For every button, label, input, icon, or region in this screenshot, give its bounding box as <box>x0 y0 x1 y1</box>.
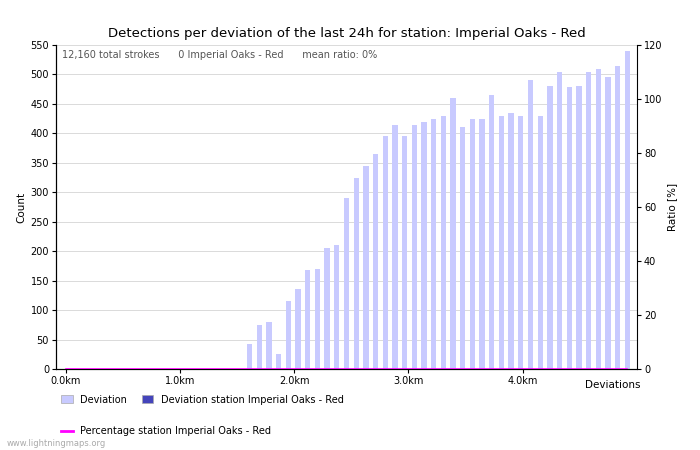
Bar <box>392 125 398 369</box>
Bar <box>441 116 446 369</box>
Bar <box>267 322 272 369</box>
Bar <box>480 119 484 369</box>
Text: 12,160 total strokes      0 Imperial Oaks - Red      mean ratio: 0%: 12,160 total strokes 0 Imperial Oaks - R… <box>62 50 377 60</box>
Bar <box>518 116 524 369</box>
Bar <box>257 325 262 369</box>
Bar <box>596 68 601 369</box>
Y-axis label: Ratio [%]: Ratio [%] <box>666 183 677 231</box>
Bar <box>538 116 542 369</box>
Bar <box>557 72 562 369</box>
Bar <box>247 344 252 369</box>
Bar <box>325 248 330 369</box>
Bar <box>373 154 378 369</box>
Y-axis label: Count: Count <box>16 191 27 223</box>
Bar <box>606 77 610 369</box>
Bar <box>354 178 359 369</box>
Bar <box>363 166 368 369</box>
Bar <box>276 354 281 369</box>
Text: Deviations: Deviations <box>585 380 640 390</box>
Bar <box>566 87 572 369</box>
Title: Detections per deviation of the last 24h for station: Imperial Oaks - Red: Detections per deviation of the last 24h… <box>108 27 585 40</box>
Bar <box>508 113 514 369</box>
Bar <box>624 51 630 369</box>
Bar <box>295 289 301 369</box>
Text: www.lightningmaps.org: www.lightningmaps.org <box>7 439 106 448</box>
Bar <box>460 127 466 369</box>
Bar <box>383 136 388 369</box>
Bar <box>402 136 407 369</box>
Bar <box>470 119 475 369</box>
Bar <box>547 86 552 369</box>
Bar <box>315 269 320 369</box>
Bar <box>528 81 533 369</box>
Bar <box>450 98 456 369</box>
Bar <box>286 301 291 369</box>
Bar <box>615 66 620 369</box>
Bar <box>334 245 340 369</box>
Bar <box>499 116 504 369</box>
Bar <box>344 198 349 369</box>
Bar <box>576 86 582 369</box>
Bar <box>489 95 494 369</box>
Bar <box>421 122 426 369</box>
Bar <box>431 119 436 369</box>
Legend: Percentage station Imperial Oaks - Red: Percentage station Imperial Oaks - Red <box>61 426 272 436</box>
Bar <box>305 270 310 369</box>
Bar <box>412 125 417 369</box>
Bar <box>586 72 592 369</box>
Legend: Deviation, Deviation station Imperial Oaks - Red: Deviation, Deviation station Imperial Oa… <box>61 395 344 405</box>
